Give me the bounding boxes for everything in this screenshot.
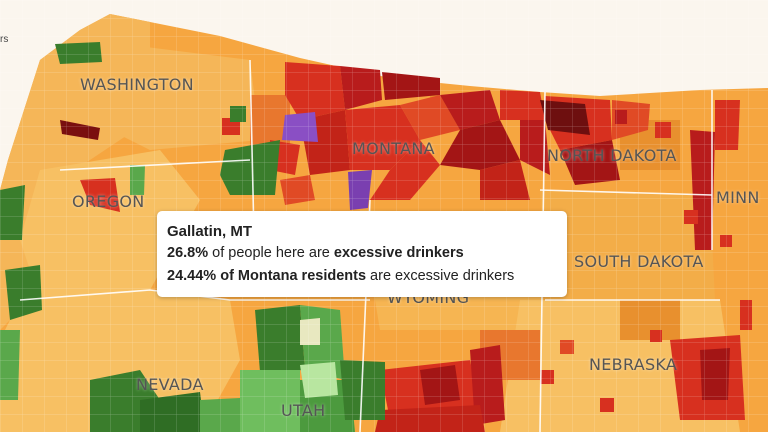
state-label-washington: WASHINGTON <box>80 75 194 94</box>
tooltip-county-percent: 26.8% <box>167 245 209 261</box>
county-tooltip: Gallatin, MT 26.8% of people here are ex… <box>157 211 567 297</box>
tooltip-county-text: of people here are <box>208 245 334 261</box>
tooltip-metric-name: excessive drinkers <box>333 245 464 261</box>
tooltip-state-text: are excessive drinkers <box>366 268 515 284</box>
state-label-south-dakota: SOUTH DAKOTA <box>574 252 704 271</box>
state-label-montana: MONTANA <box>352 139 435 158</box>
state-label-nevada: NEVADA <box>136 375 204 394</box>
state-label-nebraska: NEBRASKA <box>589 355 678 374</box>
state-label-minnesota: MINN <box>716 188 760 207</box>
tooltip-state-percent: 24.44% of Montana residents <box>167 268 367 284</box>
legend-fragment: rs <box>0 34 9 45</box>
state-label-north-dakota: NORTH DAKOTA <box>547 146 677 165</box>
state-label-utah: UTAH <box>281 401 326 420</box>
state-label-oregon: OREGON <box>72 192 145 211</box>
tooltip-county-name: Gallatin, MT <box>167 223 253 240</box>
tooltip-county-stat: 26.8% of people here are excessive drink… <box>167 242 557 265</box>
tooltip-state-stat: 24.44% of Montana residents are excessiv… <box>167 265 557 288</box>
